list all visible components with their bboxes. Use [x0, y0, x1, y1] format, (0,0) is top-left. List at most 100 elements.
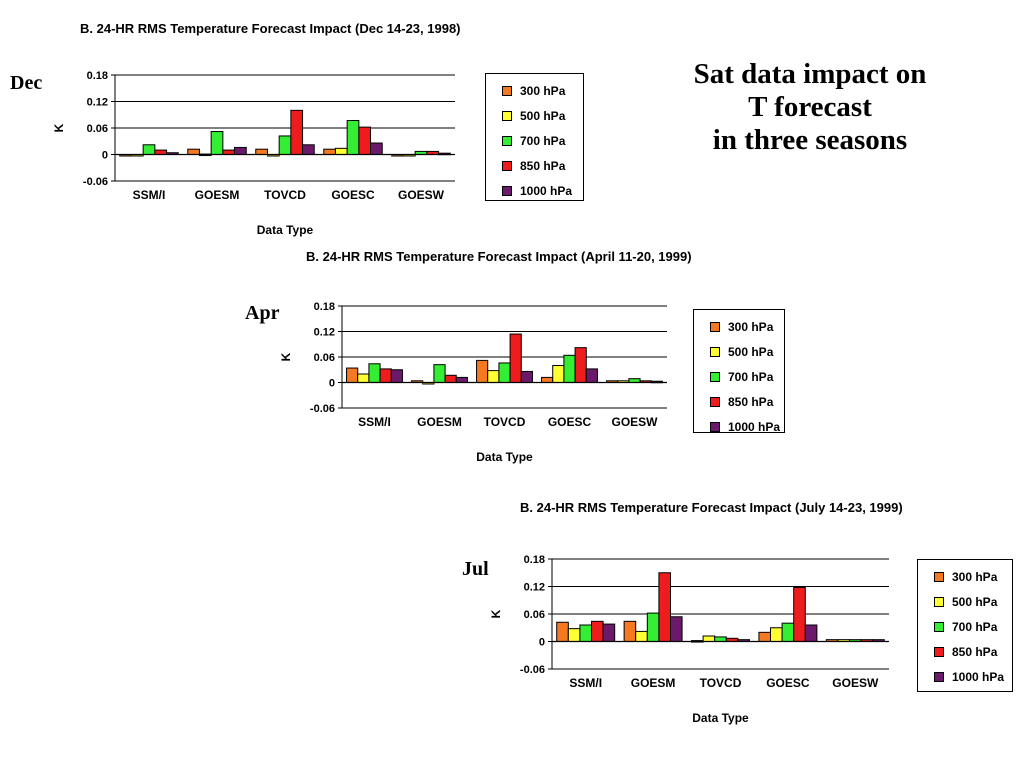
legend-swatch	[502, 185, 512, 196]
bar-goesc-700-hpa	[346, 119, 360, 155]
bar-goesm-850-hpa	[222, 149, 236, 156]
bar-goesm-850-hpa	[658, 572, 671, 642]
y-tick-label: 0.18	[314, 301, 335, 313]
legend-swatch	[934, 596, 944, 607]
bar-goesm-850-hpa	[444, 374, 457, 384]
legend-swatch	[710, 321, 720, 332]
legend-swatch	[934, 571, 944, 582]
bar-tovcd-500-hpa	[487, 370, 500, 383]
legend-swatch	[934, 671, 944, 682]
legend-label: 1000 hPa	[952, 669, 1005, 684]
season-label-apr: Apr	[245, 302, 280, 324]
legend-label: 500 hPa	[520, 108, 566, 123]
bar-ssm-i-500-hpa	[357, 373, 370, 383]
x-tick-label: GOESC	[548, 415, 592, 429]
legend-label: 850 hPa	[952, 644, 998, 659]
x-tick-label: GOESM	[417, 415, 462, 429]
bar-ssm-i-300-hpa	[346, 367, 359, 384]
y-tick-label: 0.18	[524, 554, 545, 566]
bar-goesc-700-hpa	[781, 622, 795, 642]
legend-label: 850 hPa	[520, 158, 566, 173]
legend-swatch	[710, 346, 720, 357]
x-tick-label: GOESW	[611, 415, 658, 429]
legend-label: 300 hPa	[728, 319, 774, 334]
legend-item-700-hpa: 700 hPa	[934, 614, 1012, 639]
y-axis-label: K	[489, 609, 503, 618]
legend-label: 1000 hPa	[728, 419, 781, 434]
x-tick-label: GOESW	[398, 188, 445, 202]
legend-item-300-hpa: 300 hPa	[710, 314, 784, 339]
bar-goesc-500-hpa	[552, 365, 565, 383]
bar-ssm-i-850-hpa	[154, 149, 168, 156]
y-axis-label: K	[279, 352, 293, 361]
x-tick-label: GOESC	[331, 188, 375, 202]
legend-label: 300 hPa	[520, 83, 566, 98]
y-tick-label: 0.06	[87, 123, 108, 135]
x-tick-label: GOESC	[766, 676, 810, 690]
x-tick-label: GOESW	[832, 676, 879, 690]
chart-jul: 0.18 0.12 0.06 0 -0.06 SSM/I GOESM TOVCD GOESC GO…	[489, 554, 889, 725]
legend-swatch	[710, 371, 720, 382]
bar-tovcd-1000-hpa	[520, 370, 533, 383]
bar-goesc-1000-hpa	[370, 142, 383, 156]
y-axis-label: K	[52, 123, 66, 132]
y-tick-label: -0.06	[520, 664, 545, 676]
legend-item-500-hpa: 500 hPa	[502, 103, 583, 128]
bar-goesm-1000-hpa	[234, 146, 247, 156]
legend-item-1000-hpa: 1000 hPa	[710, 414, 784, 439]
legend-item-1000-hpa: 1000 hPa	[934, 664, 1012, 689]
bar-ssm-i-500-hpa	[567, 628, 581, 642]
legend-item-700-hpa: 700 hPa	[502, 128, 583, 153]
legend-swatch	[934, 646, 944, 657]
bar-goesm-300-hpa	[623, 620, 637, 643]
legend-label: 700 hPa	[952, 619, 998, 634]
slide-title-line: Sat data impact on	[693, 58, 927, 90]
bar-goesm-1000-hpa	[669, 616, 683, 642]
season-label-dec: Dec	[10, 72, 43, 94]
bar-goesc-500-hpa	[334, 147, 348, 155]
legend-item-500-hpa: 500 hPa	[934, 589, 1012, 614]
bar-goesc-850-hpa	[574, 347, 587, 383]
bar-tovcd-850-hpa	[290, 109, 304, 155]
legend-label: 300 hPa	[952, 569, 998, 584]
bar-goesc-1000-hpa	[804, 624, 818, 642]
legend-item-850-hpa: 850 hPa	[502, 153, 583, 178]
legend-item-300-hpa: 300 hPa	[934, 564, 1012, 589]
bar-ssm-i-300-hpa	[556, 621, 569, 642]
legend-swatch	[710, 396, 720, 407]
y-tick-label: 0.12	[524, 582, 545, 594]
bar-goesc-850-hpa	[793, 586, 806, 642]
legend-label: 500 hPa	[728, 344, 774, 359]
legend-apr: 300 hPa 500 hPa 700 hPa 850 hPa 1000 hPa	[693, 309, 785, 434]
bar-ssm-i-700-hpa	[579, 624, 592, 642]
legend-label: 700 hPa	[728, 369, 774, 384]
bar-ssm-i-1000-hpa	[602, 623, 616, 643]
legend-item-1000-hpa: 1000 hPa	[502, 178, 583, 203]
legend-swatch	[934, 621, 944, 632]
bar-goesc-850-hpa	[358, 126, 372, 155]
bar-goesm-1000-hpa	[455, 376, 468, 384]
legend-label: 850 hPa	[728, 394, 774, 409]
legend-dec: 300 hPa 500 hPa 700 hPa 850 hPa 1000 hPa	[485, 73, 584, 201]
legend-item-300-hpa: 300 hPa	[502, 78, 583, 103]
bar-goesc-1000-hpa	[585, 368, 598, 384]
legend-item-700-hpa: 700 hPa	[710, 364, 784, 389]
y-tick-label: 0.12	[87, 97, 108, 109]
y-tick-label: 0	[102, 150, 108, 162]
x-axis-label: Data Type	[257, 223, 314, 237]
slide-title-line: T forecast	[748, 91, 872, 123]
bar-tovcd-300-hpa	[255, 148, 268, 155]
legend-swatch	[502, 85, 512, 96]
chart-apr: 0.18 0.12 0.06 0 -0.06 SSM/I GOESM TOVCD GOESC GO…	[279, 301, 667, 464]
legend-swatch	[502, 160, 512, 171]
bar-tovcd-1000-hpa	[302, 144, 315, 155]
x-axis-label: Data Type	[476, 450, 533, 464]
x-tick-label: GOESM	[631, 676, 676, 690]
bar-ssm-i-700-hpa	[142, 144, 156, 155]
bar-goesc-500-hpa	[770, 627, 783, 642]
bar-goesc-700-hpa	[563, 354, 576, 383]
y-tick-label: 0	[329, 378, 335, 390]
bar-goesm-700-hpa	[210, 131, 224, 155]
y-tick-label: 0.06	[524, 609, 545, 621]
legend-item-850-hpa: 850 hPa	[934, 639, 1012, 664]
